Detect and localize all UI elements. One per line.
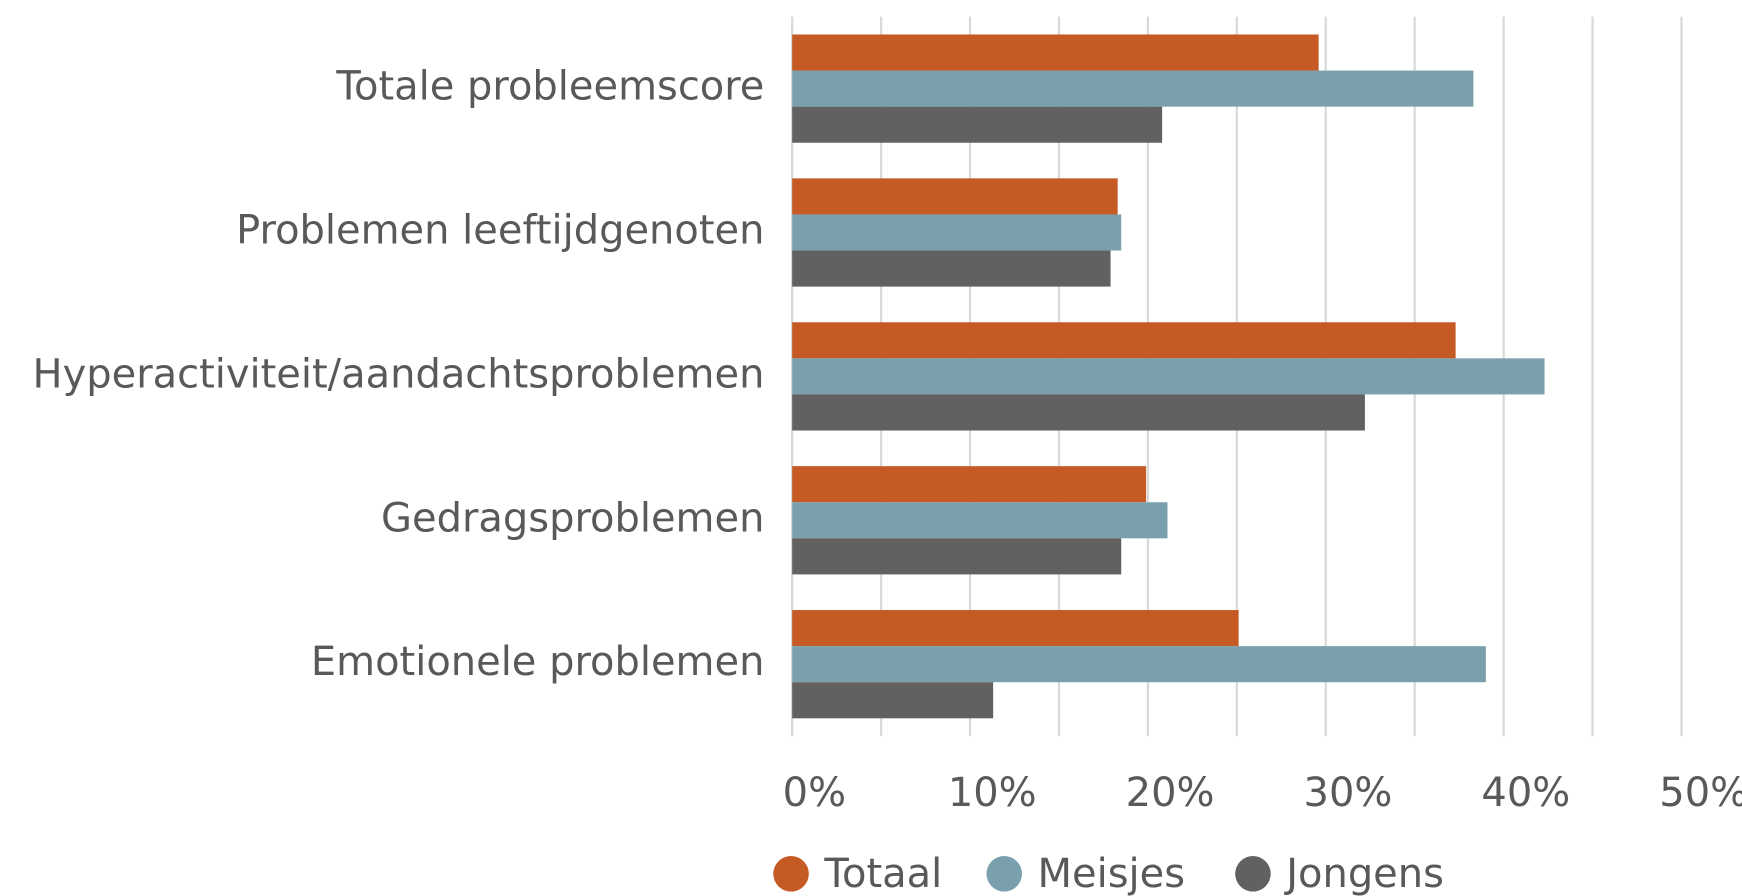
bar <box>792 646 1486 683</box>
x-tick-label: 20% <box>1126 770 1215 816</box>
y-tick-label: Problemen leeftijdgenoten <box>236 207 764 253</box>
bar <box>792 106 1163 143</box>
legend-label: Totaal <box>823 851 942 896</box>
bar <box>792 610 1239 647</box>
legend-label: Jongens <box>1283 851 1444 896</box>
x-tick-label: 10% <box>948 770 1037 816</box>
legend-label: Meisjes <box>1038 851 1186 896</box>
bar <box>792 466 1147 503</box>
legend-marker <box>986 856 1022 892</box>
legend-marker <box>1235 856 1271 892</box>
y-tick-label: Gedragsproblemen <box>381 495 764 541</box>
bar <box>792 322 1456 359</box>
bar <box>792 178 1118 215</box>
bar <box>792 394 1365 431</box>
x-tick-label: 50% <box>1659 770 1742 816</box>
x-tick-label: 0% <box>783 770 846 816</box>
x-tick-label: 40% <box>1481 770 1570 816</box>
bar <box>792 502 1168 539</box>
bar <box>792 682 994 719</box>
bar <box>792 70 1474 107</box>
bar <box>792 214 1122 251</box>
bar <box>792 250 1111 287</box>
x-tick-label: 30% <box>1304 770 1393 816</box>
y-tick-label: Totale probleemscore <box>335 64 764 110</box>
legend-marker <box>773 856 809 892</box>
y-tick-label: Emotionele problemen <box>311 639 765 685</box>
bar <box>792 34 1319 71</box>
bar <box>792 358 1545 395</box>
y-tick-label: Hyperactiviteit/aandachtsproblemen <box>33 351 765 397</box>
bar <box>792 538 1122 575</box>
